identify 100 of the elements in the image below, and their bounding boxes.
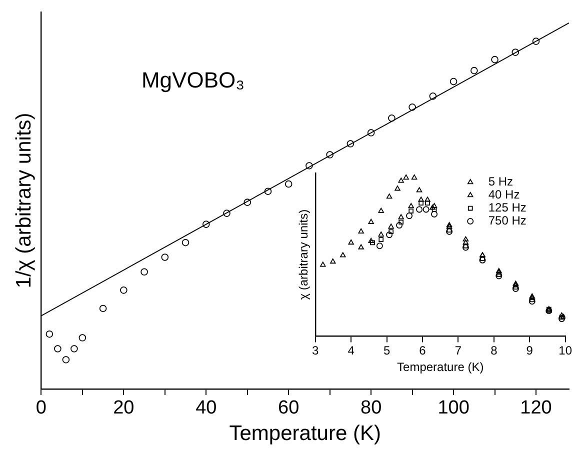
point bbox=[479, 256, 486, 264]
point bbox=[330, 258, 336, 264]
x-tick-label: 4 bbox=[348, 344, 355, 358]
point bbox=[462, 244, 469, 251]
point bbox=[388, 114, 396, 122]
point bbox=[430, 204, 436, 210]
y-axis-title: χ (arbitrary units) bbox=[296, 209, 311, 300]
x-tick-label: 120 bbox=[520, 398, 552, 419]
point bbox=[320, 262, 326, 267]
point bbox=[358, 228, 364, 234]
x-tick-label: 3 bbox=[312, 344, 320, 358]
point bbox=[284, 180, 292, 188]
point bbox=[450, 78, 458, 86]
point bbox=[358, 244, 364, 250]
point bbox=[326, 151, 334, 158]
legend-label: 40 Hz bbox=[488, 188, 520, 202]
point bbox=[411, 174, 418, 180]
point bbox=[432, 207, 437, 212]
point bbox=[529, 293, 535, 298]
point bbox=[496, 270, 502, 275]
point bbox=[408, 203, 414, 208]
point bbox=[496, 268, 502, 274]
point bbox=[406, 212, 413, 220]
point bbox=[378, 232, 384, 237]
point bbox=[223, 210, 230, 217]
x-tick-label: 6 bbox=[419, 344, 426, 358]
point bbox=[244, 198, 252, 206]
point bbox=[386, 232, 393, 238]
point bbox=[512, 285, 519, 292]
x-tick-label: 60 bbox=[278, 398, 300, 419]
point bbox=[370, 240, 375, 246]
point bbox=[403, 174, 409, 180]
point bbox=[368, 238, 374, 243]
point bbox=[480, 256, 485, 261]
x-tick-label: 9 bbox=[526, 344, 534, 358]
point bbox=[558, 316, 566, 322]
point bbox=[388, 224, 394, 229]
point bbox=[388, 229, 394, 234]
point bbox=[348, 239, 354, 245]
point bbox=[408, 208, 414, 214]
point bbox=[446, 228, 453, 235]
point bbox=[376, 242, 383, 250]
point bbox=[446, 228, 452, 232]
point bbox=[202, 220, 210, 228]
x-tick-label: 5 bbox=[383, 344, 390, 358]
point bbox=[398, 178, 404, 183]
point bbox=[398, 214, 404, 220]
point bbox=[54, 345, 62, 352]
point bbox=[378, 237, 384, 242]
point bbox=[398, 220, 404, 225]
point bbox=[463, 243, 468, 248]
x-tick-label: 8 bbox=[490, 344, 498, 358]
point bbox=[425, 200, 430, 206]
x-tick-label: 0 bbox=[36, 398, 46, 419]
point bbox=[429, 92, 437, 100]
point bbox=[408, 104, 416, 111]
point bbox=[416, 206, 423, 213]
point bbox=[367, 129, 375, 136]
point bbox=[491, 56, 498, 64]
point bbox=[62, 356, 70, 364]
point bbox=[120, 286, 128, 294]
point bbox=[378, 208, 384, 213]
point bbox=[182, 238, 190, 246]
point bbox=[396, 222, 403, 229]
point bbox=[462, 236, 469, 242]
point bbox=[528, 298, 536, 305]
point bbox=[422, 206, 430, 213]
point bbox=[462, 239, 469, 245]
point bbox=[532, 38, 540, 45]
x-axis-title: Temperature (K) bbox=[229, 422, 381, 446]
point bbox=[386, 194, 392, 199]
point bbox=[368, 218, 374, 224]
x-tick-label: 7 bbox=[454, 344, 462, 358]
point bbox=[416, 187, 422, 192]
x-tick-label: 40 bbox=[196, 398, 217, 419]
point bbox=[306, 162, 313, 170]
point bbox=[530, 297, 535, 302]
point bbox=[70, 345, 78, 352]
point bbox=[394, 186, 400, 191]
legend-label: 5 Hz bbox=[488, 174, 514, 189]
y-axis-title: 1/χ (arbitrary units) bbox=[12, 112, 36, 288]
x-axis-title: Temperature (K) bbox=[397, 360, 484, 374]
point bbox=[431, 210, 438, 218]
point bbox=[418, 200, 424, 206]
point bbox=[99, 304, 107, 312]
x-tick-label: 80 bbox=[360, 398, 382, 419]
point bbox=[496, 272, 502, 280]
point bbox=[470, 66, 478, 74]
point bbox=[431, 203, 438, 208]
point bbox=[496, 272, 502, 277]
point bbox=[558, 312, 565, 318]
point bbox=[264, 188, 272, 195]
legend-label: 750 Hz bbox=[488, 214, 526, 228]
x-tick-label: 10 bbox=[558, 344, 572, 358]
point bbox=[346, 140, 354, 148]
point bbox=[418, 196, 424, 202]
point bbox=[140, 268, 148, 276]
x-tick-label: 20 bbox=[113, 398, 134, 419]
point bbox=[340, 252, 346, 258]
point bbox=[513, 284, 518, 290]
